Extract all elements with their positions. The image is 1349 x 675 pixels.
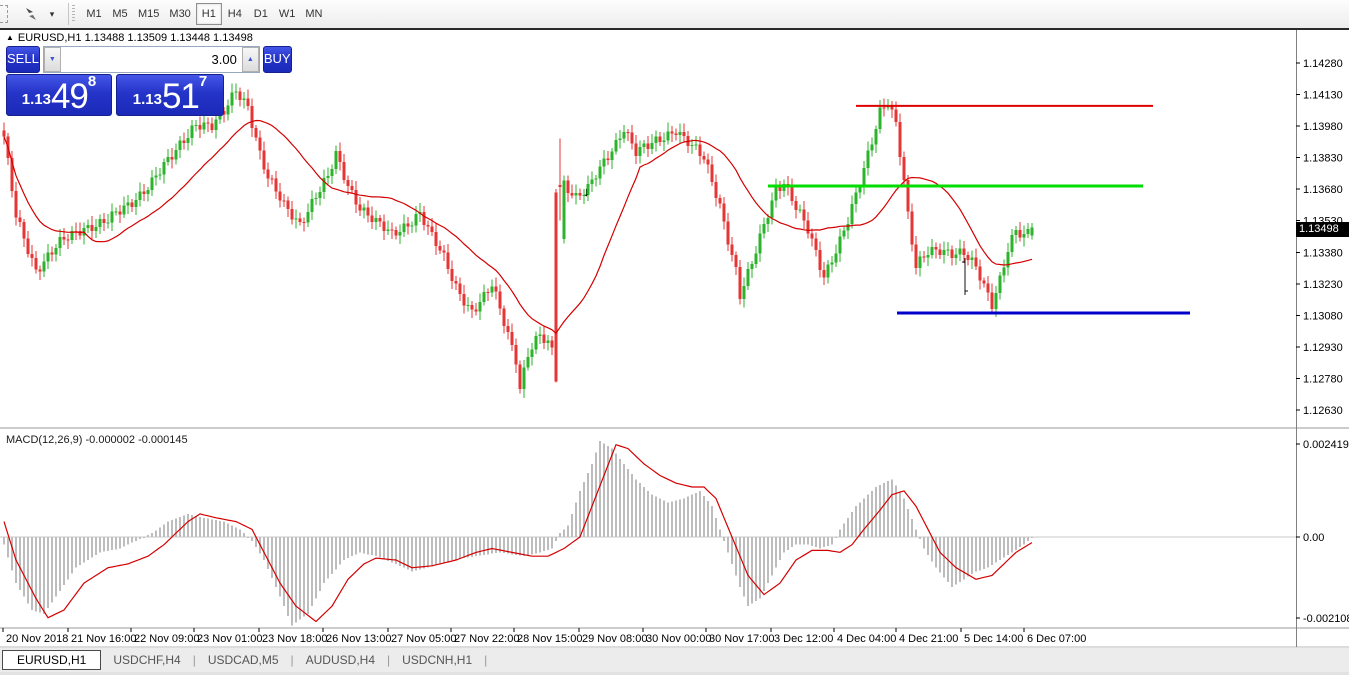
- tab-usdcnh-h1[interactable]: USDCNH,H1: [402, 653, 473, 667]
- svg-text:27 Nov 22:00: 27 Nov 22:00: [454, 633, 519, 645]
- svg-text:23 Nov 18:00: 23 Nov 18:00: [262, 633, 327, 645]
- svg-text:3 Dec 12:00: 3 Dec 12:00: [774, 633, 833, 645]
- tab-eurusd-h1[interactable]: EURUSD,H1: [2, 650, 102, 670]
- current-price-badge: 1.13498: [1296, 222, 1349, 237]
- macd-main-value: -0.000002: [85, 434, 136, 446]
- chart-area[interactable]: ↓ 1.14280 1.14130 1.13980 1.13830 1.13680 1.13…: [0, 30, 1349, 648]
- ohlc-high: 1.13509: [127, 32, 168, 44]
- tab-separator: |: [484, 653, 488, 667]
- svg-text:20 Nov 2018: 20 Nov 2018: [6, 633, 68, 645]
- svg-text:6 Dec 07:00: 6 Dec 07:00: [1027, 633, 1086, 645]
- svg-text:27 Nov 05:00: 27 Nov 05:00: [391, 633, 456, 645]
- chart-tab-bar: EURUSD,H1 USDCHF,H4 | USDCAD,M5 | AUDUSD…: [0, 648, 1349, 672]
- toolbar-separator: [68, 3, 69, 25]
- buy-price-display[interactable]: 1.13 51 7: [116, 74, 224, 116]
- tab-usdchf-h4[interactable]: USDCHF,H4: [113, 653, 181, 667]
- sell-button[interactable]: SELL: [6, 46, 40, 73]
- volume-input[interactable]: [60, 47, 242, 72]
- svg-text:1.12930: 1.12930: [1303, 342, 1343, 354]
- svg-text:1.13680: 1.13680: [1303, 184, 1343, 196]
- tab-usdcad-m5[interactable]: USDCAD,M5: [207, 653, 279, 667]
- svg-text:4 Dec 21:00: 4 Dec 21:00: [899, 633, 958, 645]
- svg-text:30 Nov 00:00: 30 Nov 00:00: [646, 633, 711, 645]
- axes: 1.142801.141301.139801.138301.136801.135…: [0, 30, 1349, 648]
- eurusd-h1-chart[interactable]: ↓ 1.14280 1.14130 1.13980 1.13830 1.13680 1.13…: [0, 30, 1349, 648]
- ma-line: [3, 119, 1033, 335]
- svg-text:1.12780: 1.12780: [1303, 373, 1343, 385]
- window-border-line: [0, 28, 1349, 30]
- svg-text:0.002419: 0.002419: [1303, 439, 1349, 451]
- toolbar-grip[interactable]: [72, 5, 75, 23]
- svg-text:1.12630: 1.12630: [1303, 405, 1343, 417]
- svg-text:0.00: 0.00: [1303, 532, 1324, 544]
- svg-text:1.14280: 1.14280: [1303, 58, 1343, 70]
- svg-text:4 Dec 04:00: 4 Dec 04:00: [837, 633, 896, 645]
- timeframe-d1[interactable]: D1: [248, 3, 274, 25]
- svg-text:21 Nov 16:00: 21 Nov 16:00: [71, 633, 136, 645]
- macd-histogram: [3, 440, 1033, 626]
- status-bar: [0, 672, 1349, 675]
- svg-text:23 Nov 01:00: 23 Nov 01:00: [197, 633, 262, 645]
- timeframe-mn[interactable]: MN: [300, 3, 327, 25]
- buy-price-prefix: 1.13: [132, 91, 162, 108]
- ohlc-close: 1.13498: [213, 32, 253, 44]
- tab-separator: |: [290, 653, 294, 667]
- timeframe-m1[interactable]: M1: [81, 3, 107, 25]
- chart-symbol-period: EURUSD,H1: [17, 32, 82, 44]
- macd-indicator-label: MACD(12,26,9) -0.000002 -0.000145: [6, 434, 188, 446]
- svg-text:1.14130: 1.14130: [1303, 90, 1343, 102]
- trade-close-arrow: ↓: [583, 184, 590, 199]
- timeframe-h4[interactable]: H4: [222, 3, 248, 25]
- tab-audusd-h4[interactable]: AUDUSD,H4: [305, 653, 375, 667]
- svg-text:1.13230: 1.13230: [1303, 279, 1343, 291]
- volume-decrease-button[interactable]: ▼: [43, 47, 61, 72]
- buy-button[interactable]: BUY: [262, 46, 292, 73]
- macd-name: MACD(12,26,9): [6, 434, 83, 446]
- sell-price-big: 49: [50, 77, 89, 116]
- buy-price-pip: 7: [198, 73, 208, 90]
- macd-signal-value: -0.000145: [138, 434, 188, 446]
- chart-ohlc-header: ▲ EURUSD,H1 1.13488 1.13509 1.13448 1.134…: [6, 32, 253, 44]
- toolbar: ▾ M1 M5 M15 M30 H1 H4 D1 W1 MN: [0, 0, 1349, 28]
- tab-separator: |: [387, 653, 391, 667]
- svg-text:1.13380: 1.13380: [1303, 247, 1343, 259]
- svg-text:22 Nov 09:00: 22 Nov 09:00: [134, 633, 199, 645]
- svg-text:1.13980: 1.13980: [1303, 121, 1343, 133]
- volume-increase-button[interactable]: ▲: [241, 47, 259, 72]
- timeframe-h1[interactable]: H1: [195, 3, 222, 25]
- timeframe-m5[interactable]: M5: [107, 3, 133, 25]
- svg-text:-0.002108: -0.002108: [1303, 613, 1349, 625]
- collapse-panel-icon[interactable]: ▲: [6, 33, 14, 42]
- timeframe-w1[interactable]: W1: [274, 3, 301, 25]
- svg-text:28 Nov 15:00: 28 Nov 15:00: [517, 633, 582, 645]
- sell-price-pip: 8: [87, 73, 97, 90]
- ohlc-open: 1.13488: [84, 32, 125, 44]
- buy-price-big: 51: [161, 77, 200, 116]
- svg-text:1.13830: 1.13830: [1303, 153, 1343, 165]
- ohlc-low: 1.13448: [170, 32, 210, 44]
- svg-text:30 Nov 17:00: 30 Nov 17:00: [709, 633, 774, 645]
- clipped-toolbar-icon[interactable]: [0, 5, 8, 23]
- volume-spinner: ▼ ▲: [42, 46, 260, 73]
- arrange-charts-icon[interactable]: [20, 4, 42, 24]
- svg-text:5 Dec 14:00: 5 Dec 14:00: [964, 633, 1023, 645]
- svg-text:29 Nov 08:00: 29 Nov 08:00: [582, 633, 647, 645]
- tab-separator: |: [192, 653, 196, 667]
- sell-price-prefix: 1.13: [21, 91, 51, 108]
- timeframe-m15[interactable]: M15: [133, 3, 164, 25]
- timeframe-m30[interactable]: M30: [164, 3, 195, 25]
- svg-text:1.13080: 1.13080: [1303, 310, 1343, 322]
- macd-signal-line: [3, 443, 1033, 623]
- sell-price-display[interactable]: 1.13 49 8: [6, 73, 113, 116]
- black-bar-marker: [962, 258, 968, 295]
- svg-text:26 Nov 13:00: 26 Nov 13:00: [326, 633, 391, 645]
- dropdown-caret-icon[interactable]: ▾: [49, 8, 55, 19]
